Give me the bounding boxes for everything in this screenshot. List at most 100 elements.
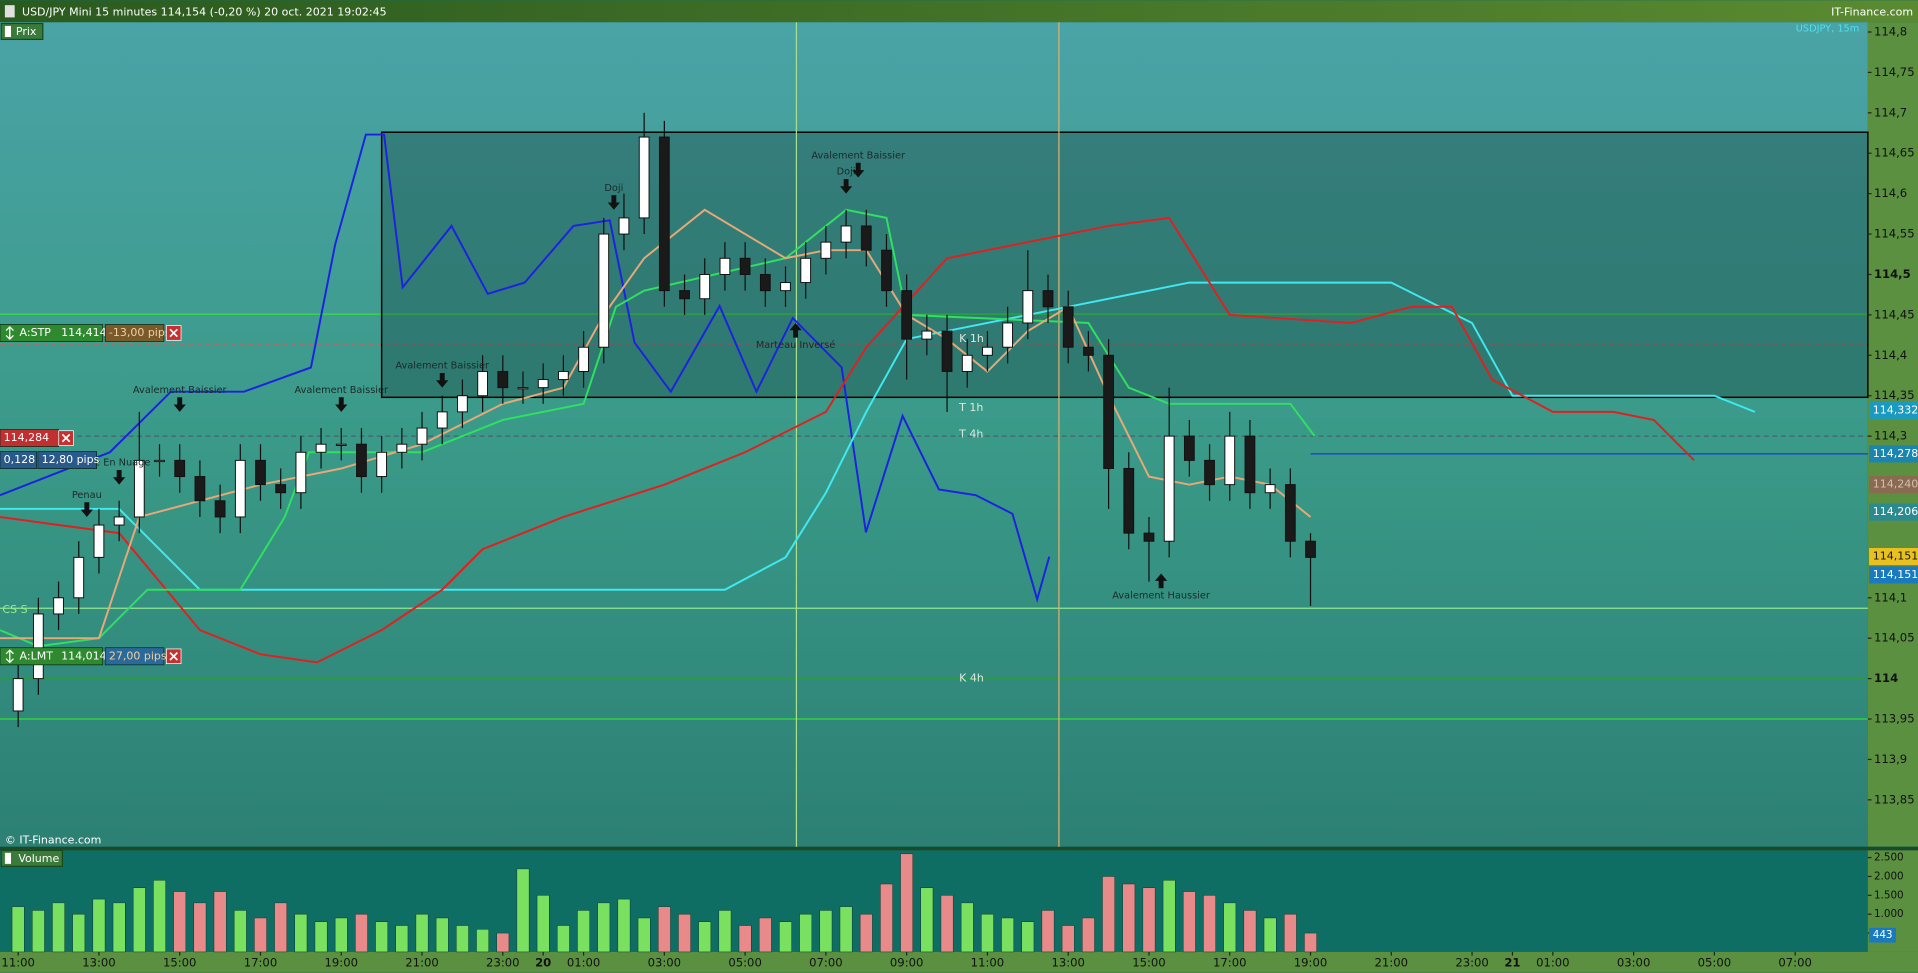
pattern-label: Marteau Inversé bbox=[756, 339, 836, 351]
pattern-arrow bbox=[80, 502, 93, 517]
price-tag-label: 114,206 bbox=[1873, 505, 1918, 518]
candle-body bbox=[658, 136, 670, 292]
pattern-label: ne En Nuage bbox=[88, 458, 150, 469]
candle-body bbox=[113, 516, 125, 526]
volume-bar bbox=[1223, 902, 1237, 953]
volume-bar bbox=[1304, 932, 1317, 953]
pattern-label: Doji bbox=[837, 167, 856, 178]
volume-bar bbox=[173, 891, 187, 953]
indicator-line bbox=[0, 208, 1316, 648]
price-tag bbox=[1869, 401, 1918, 419]
price-tag-label: 114,278 bbox=[1873, 447, 1918, 460]
x-tick-label: 13:00 bbox=[1051, 955, 1084, 969]
y-tick-label: 113,85 bbox=[1874, 792, 1915, 806]
volume-bar bbox=[859, 913, 873, 953]
candle-body bbox=[679, 290, 690, 300]
volume-bar bbox=[72, 913, 86, 953]
candle-body bbox=[739, 257, 751, 275]
candle-body bbox=[759, 273, 771, 292]
candle-body bbox=[234, 459, 246, 518]
y-tick-label: 2.000 bbox=[1874, 870, 1904, 882]
volume-bar bbox=[738, 925, 752, 953]
volume-bar bbox=[1001, 917, 1014, 953]
order-pips: 27,00 pips bbox=[109, 649, 167, 662]
price-tag-label: 114,240 bbox=[1873, 478, 1918, 491]
volume-bar bbox=[1183, 891, 1196, 953]
candle-body bbox=[93, 524, 105, 558]
volume-bar bbox=[274, 902, 288, 953]
volume-bar bbox=[132, 887, 146, 953]
candle-body bbox=[174, 459, 186, 478]
level-label: K 1h bbox=[959, 332, 984, 345]
candle-body bbox=[497, 370, 509, 389]
candle-body bbox=[1183, 435, 1195, 461]
candle-body bbox=[598, 233, 610, 348]
candle-body bbox=[921, 330, 933, 340]
price-axis bbox=[1867, 22, 1918, 847]
flag-icon bbox=[4, 5, 15, 18]
volume-bar bbox=[637, 917, 651, 953]
candle-body bbox=[901, 290, 913, 340]
pattern-arrow bbox=[607, 195, 620, 210]
y-tick-label: 114,8 bbox=[1874, 24, 1907, 38]
volume-bar bbox=[254, 917, 267, 953]
candle-body bbox=[1305, 540, 1316, 558]
x-tick-label: 07:00 bbox=[1778, 955, 1811, 969]
volume-bar bbox=[657, 906, 671, 953]
level-label: T 4h bbox=[958, 428, 983, 441]
volume-bar bbox=[314, 921, 328, 953]
volume-bar bbox=[153, 879, 166, 953]
x-tick-label: 15:00 bbox=[163, 955, 196, 969]
candle-body bbox=[1204, 459, 1215, 486]
y-tick-label: 114,55 bbox=[1874, 227, 1915, 241]
volume-bar bbox=[577, 910, 590, 953]
volume-bar bbox=[1162, 879, 1176, 953]
candle-body bbox=[154, 459, 165, 463]
candle-body bbox=[881, 249, 892, 292]
x-tick-label: 07:00 bbox=[809, 955, 842, 969]
volume-bar bbox=[11, 906, 25, 953]
candle-body bbox=[416, 427, 428, 445]
y-tick-label: 2.500 bbox=[1874, 852, 1904, 864]
volume-bar bbox=[334, 917, 348, 953]
time-axis bbox=[0, 951, 1918, 973]
close-icon bbox=[169, 652, 178, 661]
volume-bar bbox=[758, 917, 772, 953]
brand: IT-Finance.com bbox=[1831, 6, 1913, 19]
y-tick-label: 114,65 bbox=[1874, 146, 1915, 160]
volume-bar bbox=[799, 913, 813, 953]
price-tag-label: 114,151 bbox=[1873, 568, 1918, 581]
pattern-arrow bbox=[173, 397, 186, 412]
x-tick-label: 11:00 bbox=[971, 955, 1004, 969]
x-tick-label: 21:00 bbox=[405, 955, 438, 969]
order-pips-box bbox=[104, 647, 165, 666]
candle-body bbox=[1264, 484, 1276, 494]
volume-bar bbox=[52, 902, 65, 953]
volume-bar bbox=[678, 913, 691, 953]
x-tick-label: 01:00 bbox=[567, 955, 600, 969]
window-title: USD/JPY Mini 15 minutes 114,154 (-0,20 %… bbox=[22, 6, 387, 19]
pattern-label: Avalement Haussier bbox=[1112, 591, 1211, 602]
tab-icon bbox=[4, 25, 12, 37]
candle-body bbox=[1083, 346, 1094, 356]
y-tick-label: 113,95 bbox=[1874, 712, 1915, 726]
volume-bar bbox=[395, 925, 409, 953]
price-tag bbox=[1869, 445, 1918, 463]
volume-panel-tab[interactable] bbox=[0, 849, 63, 867]
price-panel-tab[interactable] bbox=[0, 22, 44, 41]
volume-bar bbox=[981, 913, 994, 953]
candle-body bbox=[477, 370, 488, 397]
candle-body bbox=[12, 678, 24, 712]
y-tick-label: 114,4 bbox=[1874, 348, 1907, 362]
pattern-arrow bbox=[852, 162, 865, 178]
volume-bar bbox=[1283, 913, 1297, 953]
volume-bar bbox=[435, 917, 449, 953]
volume-bar bbox=[193, 902, 207, 953]
candle-body bbox=[840, 225, 852, 243]
candle-body bbox=[73, 556, 85, 599]
price-tag-label: 114,151 bbox=[1873, 550, 1918, 563]
position-pips: 12,80 pips bbox=[42, 453, 100, 466]
y-tick-label: 114,6 bbox=[1874, 186, 1907, 200]
